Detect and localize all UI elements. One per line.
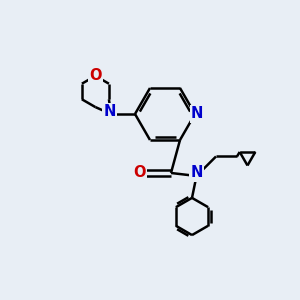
- Text: N: N: [191, 106, 203, 122]
- Text: N: N: [190, 166, 203, 181]
- Text: O: O: [89, 68, 102, 83]
- Text: N: N: [103, 104, 116, 119]
- Text: O: O: [133, 166, 146, 181]
